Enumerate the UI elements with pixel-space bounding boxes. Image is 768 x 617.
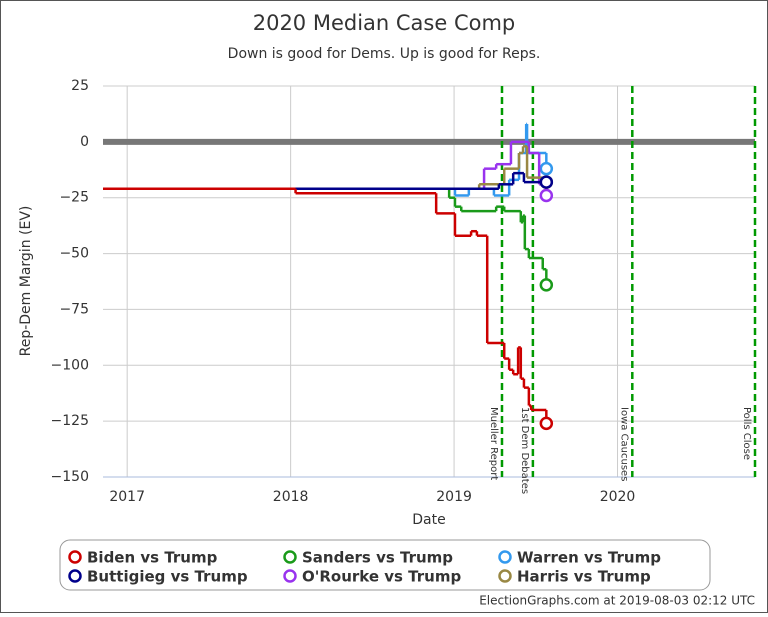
legend-label: Buttigieg vs Trump (87, 568, 248, 586)
legend-label: Biden vs Trump (87, 549, 218, 567)
chart-title: 2020 Median Case Comp (253, 11, 516, 35)
legend-box (59, 539, 711, 591)
x-tick-label: 2019 (436, 489, 472, 505)
y-tick-label: 25 (71, 78, 89, 94)
event-label: Mueller Report (488, 407, 499, 480)
end-marker (539, 161, 554, 176)
end-marker (539, 416, 554, 431)
x-tick-label: 2020 (600, 489, 636, 505)
legend-marker (498, 550, 512, 564)
end-marker (539, 278, 554, 292)
legend-label: O'Rourke vs Trump (302, 568, 461, 586)
x-tick-label: 2017 (109, 489, 145, 505)
plot-area: −150 −125 −100 −75 −50 −25 0 25 2017 2018 2019 2020… (51, 78, 757, 505)
legend-label: Sanders vs Trump (302, 549, 453, 567)
y-tick-label: −25 (59, 190, 89, 206)
end-marker (539, 175, 554, 189)
chart-subtitle: Down is good for Dems. Up is good for Re… (228, 46, 541, 62)
legend-marker (498, 569, 512, 583)
y-tick-label: −100 (51, 357, 89, 373)
y-tick-label: −150 (51, 469, 89, 485)
plot-background (103, 86, 755, 477)
y-tick-label: 0 (80, 134, 89, 150)
end-marker (539, 188, 554, 203)
event-label: 1st Dem Debates (519, 407, 530, 494)
y-axis-label: Rep-Dem Margin (EV) (18, 206, 34, 357)
y-tick-label: −50 (59, 246, 89, 262)
x-axis-label: Date (412, 512, 445, 528)
legend-label: Harris vs Trump (517, 568, 651, 586)
event-label: Polls Close (741, 407, 752, 460)
y-tick-label: −125 (51, 413, 89, 429)
legend-marker (68, 550, 82, 564)
event-label: Iowa Caucuses (618, 407, 629, 481)
y-tick-label: −75 (59, 301, 89, 317)
x-tick-label: 2018 (273, 489, 309, 505)
legend-marker (68, 569, 82, 583)
legend-marker (283, 550, 297, 564)
legend-label: Warren vs Trump (517, 549, 661, 567)
footer: ElectionGraphs.com at 2019-08-03 02:12 U… (479, 594, 755, 608)
legend-marker (283, 569, 297, 583)
